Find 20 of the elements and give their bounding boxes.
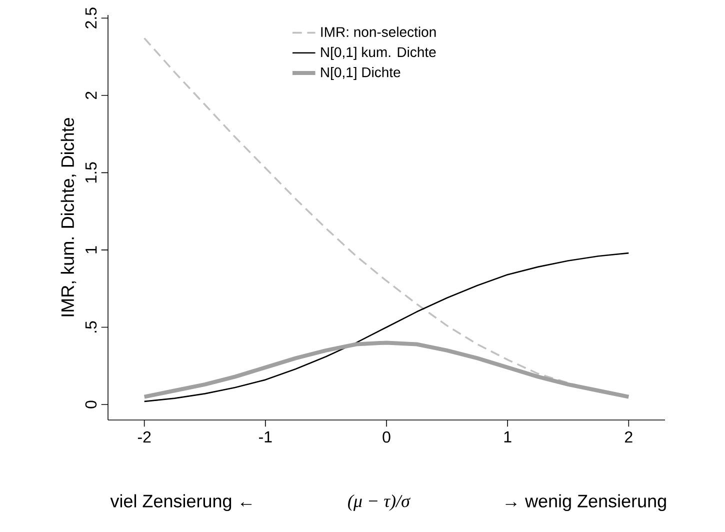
- line-series: [144, 252, 630, 402]
- text: viel Zensierung ←: [110, 494, 252, 512]
- y-tick-label: 1.5: [85, 162, 97, 183]
- x-tick-label: 0: [382, 431, 390, 443]
- x-tick-label: 1: [504, 431, 512, 442]
- line-series: [142, 340, 631, 399]
- y-tick-label: 2.5: [85, 8, 97, 28]
- y-tick-label: 0: [85, 400, 97, 408]
- y-tick-label: 1: [86, 246, 97, 254]
- legend-label: N[0,1] kum. Dichte: [321, 46, 436, 60]
- y-tick-label: .5: [85, 321, 97, 332]
- x-tick-label: 2: [625, 431, 632, 443]
- y-axis-title: IMR, kum. Dichte, Dichte: [60, 118, 76, 316]
- x-axis-title: (μ − τ)/σ: [348, 494, 410, 511]
- y-tick-label: 2: [85, 92, 97, 100]
- x-tick-label: -1: [259, 431, 272, 442]
- x-tick-label: -2: [138, 431, 151, 443]
- legend-label: N[0,1] Dichte: [321, 66, 400, 80]
- text: → wenig Zensierung: [506, 494, 666, 512]
- legend-label: IMR: non-selection: [321, 26, 436, 37]
